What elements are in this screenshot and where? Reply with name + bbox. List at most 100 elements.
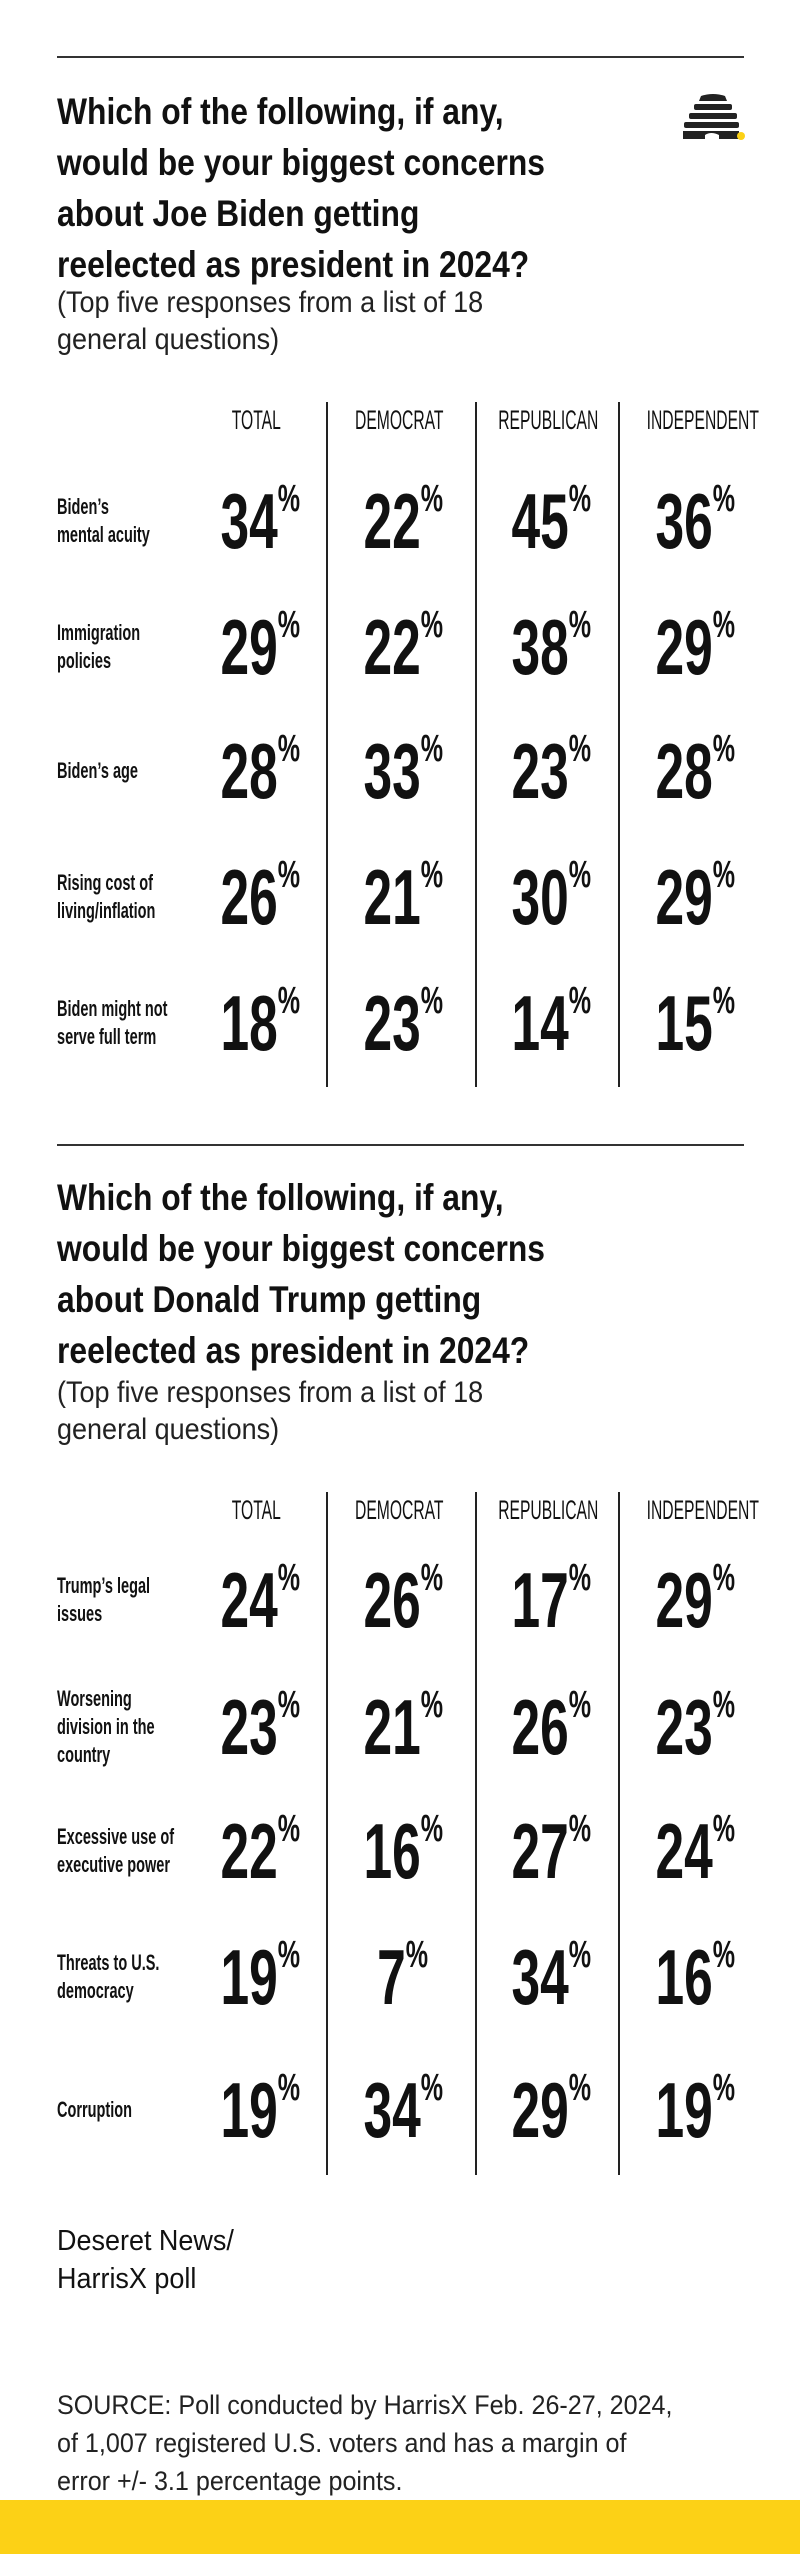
value-label: 23% — [220, 1683, 300, 1771]
percent-sign: % — [277, 2067, 300, 2109]
value-label: 33% — [363, 727, 443, 815]
percent-sign: % — [420, 478, 443, 520]
value-label: 38% — [511, 603, 591, 691]
column-divider — [326, 402, 328, 1087]
column-header-republican: REPUBLICAN — [462, 405, 632, 435]
value-label: 26% — [220, 853, 300, 941]
value-label: 22% — [220, 1807, 300, 1895]
value-cell-total: 28% — [180, 727, 340, 815]
row-label: Biden’s age — [57, 757, 138, 785]
value-cell-republican: 29% — [471, 2066, 631, 2154]
value-label: 19% — [220, 1933, 300, 2021]
value-cell-democrat: 21% — [323, 853, 483, 941]
percent-sign: % — [277, 854, 300, 896]
title-line: Which of the following, if any, — [57, 1177, 504, 1218]
value-label: 29% — [511, 2066, 591, 2154]
value-cell-democrat: 26% — [323, 1559, 483, 1639]
value-label: 15% — [655, 979, 735, 1067]
percent-sign: % — [277, 478, 300, 520]
title-line: reelected as president in 2024? — [57, 244, 530, 285]
value-label: 16% — [363, 1807, 443, 1895]
column-divider — [618, 402, 620, 1087]
row-label-line: mental acuity — [57, 522, 150, 547]
column-header-democrat: DEMOCRAT — [314, 1495, 484, 1525]
value-cell-republican: 30% — [471, 856, 631, 936]
value-label: 29% — [655, 603, 735, 691]
value-cell-total: 34% — [180, 477, 340, 565]
row-label-line: Threats to U.S. — [57, 1950, 160, 1975]
value-cell-republican: 38% — [471, 603, 631, 691]
value-label: 21% — [363, 853, 443, 941]
value-label: 7% — [377, 1933, 429, 2021]
percent-sign: % — [277, 1808, 300, 1850]
value-label: 24% — [655, 1807, 735, 1895]
value-label: 26% — [511, 1683, 591, 1771]
percent-sign: % — [568, 980, 591, 1022]
row-label-line: democracy — [57, 1978, 134, 2003]
column-header-label: INDEPENDENT — [646, 405, 759, 435]
title-line: would be your biggest concerns — [57, 1228, 545, 1269]
title-line: about Donald Trump getting — [57, 1279, 482, 1320]
column-header-independent: INDEPENDENT — [606, 405, 776, 435]
subtitle-line: (Top five responses from a list of 18 — [57, 286, 484, 319]
credit-line: Deseret News/ — [57, 2225, 234, 2257]
row-label-line: Biden’s — [57, 494, 109, 519]
value-cell-democrat: 23% — [323, 982, 483, 1062]
percent-sign: % — [277, 1684, 300, 1726]
percent-sign: % — [568, 1684, 591, 1726]
biden-question-title: Which of the following, if any, would be… — [57, 86, 624, 290]
top-rule — [57, 56, 744, 58]
value-cell-republican: 26% — [471, 1683, 631, 1771]
percent-sign: % — [277, 728, 300, 770]
value-cell-democrat: 34% — [323, 2069, 483, 2149]
percent-sign: % — [712, 980, 735, 1022]
percent-sign: % — [420, 2067, 443, 2109]
value-label: 17% — [511, 1556, 591, 1644]
value-cell-republican: 27% — [471, 1810, 631, 1890]
percent-sign: % — [568, 478, 591, 520]
column-header-label: INDEPENDENT — [646, 1495, 759, 1525]
value-cell-independent: 29% — [615, 603, 775, 691]
row-label: Worsening division in the country — [57, 1685, 155, 1769]
column-divider — [326, 1492, 328, 2175]
value-label: 19% — [220, 2066, 300, 2154]
percent-sign: % — [406, 1934, 429, 1976]
value-cell-total: 24% — [180, 1559, 340, 1639]
value-cell-democrat: 33% — [323, 727, 483, 815]
row-label: Excessive use of executive power — [57, 1823, 174, 1879]
value-cell-total: 18% — [180, 982, 340, 1062]
credit: Deseret News/ HarrisX poll — [57, 2222, 247, 2298]
row-label-line: Biden’s age — [57, 758, 138, 783]
title-line: reelected as president in 2024? — [57, 1330, 530, 1371]
value-cell-democrat: 21% — [323, 1686, 483, 1766]
row-label-line: country — [57, 1742, 111, 1767]
column-divider — [618, 1492, 620, 2175]
value-cell-independent: 29% — [615, 856, 775, 936]
value-label: 14% — [511, 979, 591, 1067]
column-header-label: REPUBLICAN — [498, 1495, 599, 1525]
value-label: 19% — [655, 2066, 735, 2154]
column-header-label: REPUBLICAN — [498, 405, 599, 435]
column-header-republican: REPUBLICAN — [462, 1495, 632, 1525]
subtitle-line: general questions) — [57, 323, 280, 356]
column-divider — [475, 402, 477, 1087]
row-label-line: Trump’s legal — [57, 1573, 151, 1598]
subtitle-line: (Top five responses from a list of 18 — [57, 1376, 484, 1409]
percent-sign: % — [712, 1557, 735, 1599]
percent-sign: % — [712, 604, 735, 646]
value-cell-democrat: 22% — [323, 606, 483, 686]
row-label-line: Rising cost of — [57, 870, 153, 895]
percent-sign: % — [420, 604, 443, 646]
value-label: 29% — [220, 603, 300, 691]
value-label: 36% — [655, 477, 735, 565]
value-cell-republican: 23% — [471, 730, 631, 810]
percent-sign: % — [420, 1684, 443, 1726]
credit-line: HarrisX poll — [57, 2263, 197, 2295]
value-cell-democrat: 16% — [323, 1807, 483, 1895]
value-label: 34% — [220, 477, 300, 565]
row-label-line: Corruption — [57, 2097, 133, 2122]
value-label: 28% — [220, 727, 300, 815]
value-cell-republican: 34% — [471, 1936, 631, 2016]
value-cell-independent: 19% — [615, 2066, 775, 2154]
percent-sign: % — [712, 728, 735, 770]
